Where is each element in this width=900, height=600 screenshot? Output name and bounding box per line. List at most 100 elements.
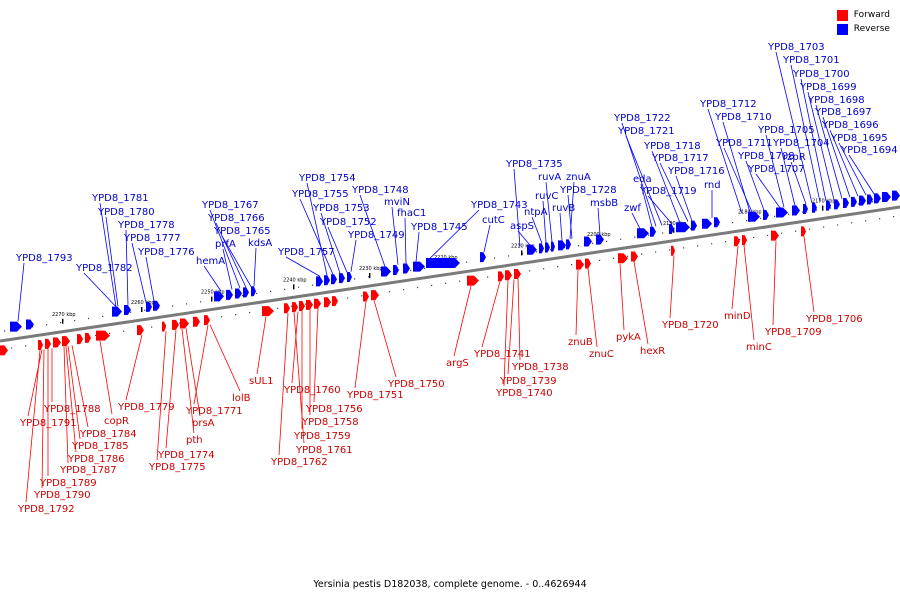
gene-label-forward: YPD8_1789 bbox=[39, 478, 97, 489]
gene-label-reverse: ruvA bbox=[538, 172, 561, 183]
connector-line bbox=[597, 207, 601, 235]
gene-label-forward: YPD8_1762 bbox=[270, 457, 328, 468]
gene-arrow bbox=[763, 209, 769, 220]
tick-dot bbox=[662, 232, 664, 234]
major-tick bbox=[673, 227, 675, 233]
gene-arrow bbox=[558, 240, 566, 251]
gene-label-forward: pykA bbox=[616, 332, 641, 343]
connector-line bbox=[67, 345, 81, 440]
gene-arrow bbox=[803, 204, 808, 215]
tick-dot bbox=[606, 240, 608, 242]
gene-label-reverse: rzpR bbox=[783, 152, 806, 163]
gene-arrow bbox=[505, 270, 512, 281]
gene-arrow bbox=[691, 220, 697, 231]
gene-label-forward: lolB bbox=[232, 393, 251, 404]
connector-line bbox=[306, 182, 328, 276]
tick-dot bbox=[879, 218, 881, 220]
gene-arrow bbox=[204, 315, 210, 326]
connector-line bbox=[99, 202, 117, 307]
tick-dot bbox=[802, 211, 804, 213]
tick-dot bbox=[403, 288, 405, 291]
gene-label-reverse: YPD8_1755 bbox=[291, 189, 349, 200]
gene-arrow bbox=[299, 301, 305, 312]
tick-dot bbox=[830, 207, 832, 209]
gene-arrow bbox=[671, 245, 675, 256]
gene-label-forward: YPD8_1784 bbox=[79, 429, 137, 440]
tick-dot bbox=[102, 315, 104, 318]
gene-label-reverse: YPD8_1754 bbox=[298, 173, 356, 184]
connector-line bbox=[291, 311, 299, 384]
tick-dot bbox=[767, 234, 769, 236]
gene-label-reverse: fhaC1 bbox=[397, 208, 426, 219]
gene-arrow bbox=[892, 190, 900, 201]
gene-arrow bbox=[112, 306, 122, 317]
gene-arrow bbox=[146, 301, 152, 312]
gene-label-reverse: YPD8_1776 bbox=[137, 247, 195, 258]
tick-dot bbox=[11, 347, 13, 349]
tick-dot bbox=[172, 305, 174, 307]
connector-line bbox=[253, 247, 257, 287]
gene-label-reverse: YPD8_1719 bbox=[639, 186, 697, 197]
gene-label-reverse: znuA bbox=[566, 172, 591, 183]
gene-label-reverse: YPD8_1735 bbox=[505, 159, 563, 170]
connector-line bbox=[131, 242, 147, 303]
gene-arrow bbox=[172, 319, 179, 330]
tick-dot bbox=[158, 307, 160, 309]
connector-line bbox=[745, 160, 765, 211]
gene-label-reverse: ruvC bbox=[535, 191, 558, 202]
tick-dot bbox=[144, 309, 146, 311]
gene-arrow bbox=[650, 226, 656, 237]
legend-forward: Forward bbox=[836, 8, 890, 22]
gene-label-reverse: aspS bbox=[510, 221, 534, 232]
connector-line bbox=[815, 104, 843, 199]
tick-dot bbox=[732, 222, 734, 224]
scale-label: 2190 kbp bbox=[663, 221, 687, 227]
gene-arrow bbox=[584, 236, 592, 247]
gene-label-reverse: YPD8_1699 bbox=[799, 82, 857, 93]
gene-label-reverse: ruvB bbox=[552, 203, 575, 214]
gene-label-reverse: ntpA bbox=[524, 207, 548, 218]
tick-dot bbox=[494, 257, 496, 259]
connector-line bbox=[17, 262, 25, 322]
gene-arrow bbox=[45, 338, 51, 349]
gene-arrow bbox=[527, 244, 537, 255]
tick-dot bbox=[410, 269, 412, 272]
gene-label-forward: znuC bbox=[589, 349, 614, 360]
gene-label-reverse: YPD8_1777 bbox=[123, 233, 181, 244]
connector-line bbox=[285, 256, 321, 277]
gene-label-reverse: YPD8_1721 bbox=[617, 126, 675, 137]
gene-arrow bbox=[776, 207, 788, 218]
gene-label-forward: copR bbox=[104, 416, 129, 427]
tick-dot bbox=[235, 314, 237, 316]
gene-arrow bbox=[153, 300, 160, 311]
connector-line bbox=[772, 240, 777, 326]
connector-line bbox=[373, 300, 397, 378]
connector-line bbox=[320, 212, 341, 274]
forward-swatch bbox=[836, 9, 848, 21]
tick-dot bbox=[277, 307, 279, 309]
connector-line bbox=[125, 229, 129, 305]
connector-line bbox=[222, 248, 233, 290]
gene-arrow bbox=[676, 222, 690, 233]
gene-arrow bbox=[332, 296, 338, 307]
gene-arrow bbox=[669, 224, 674, 235]
gene-arrow bbox=[426, 258, 460, 269]
connector-line bbox=[483, 224, 491, 253]
connector-line bbox=[651, 150, 681, 223]
connector-line bbox=[193, 324, 209, 405]
connector-line bbox=[203, 265, 222, 292]
tick-dot bbox=[32, 326, 34, 328]
connector-line bbox=[587, 268, 598, 348]
tick-dot bbox=[536, 251, 538, 253]
gene-arrow bbox=[467, 275, 479, 286]
scale-label: 2260 kbp bbox=[131, 300, 155, 306]
gene-label-forward: prsA bbox=[192, 418, 215, 429]
gene-arrow bbox=[251, 286, 256, 297]
tick-dot bbox=[284, 288, 286, 290]
gene-label-forward: YPD8_1720 bbox=[661, 320, 719, 331]
connector-line bbox=[755, 173, 781, 209]
gene-label-reverse: YPD8_1728 bbox=[559, 185, 617, 196]
connector-line bbox=[531, 216, 543, 244]
tick-dot bbox=[816, 209, 818, 211]
